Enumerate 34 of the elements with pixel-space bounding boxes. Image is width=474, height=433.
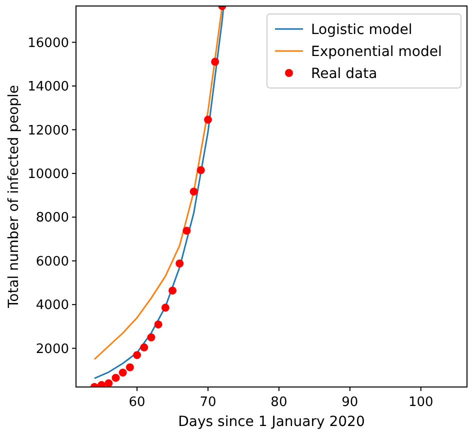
y-tick-label: 12000 bbox=[28, 123, 69, 138]
point bbox=[112, 374, 120, 382]
y-tick-label: 2000 bbox=[36, 342, 69, 357]
point bbox=[196, 166, 205, 174]
point bbox=[182, 226, 191, 235]
point bbox=[104, 379, 113, 387]
point bbox=[176, 259, 184, 268]
x-tick-label: 80 bbox=[270, 395, 288, 410]
y-tick-label: 14000 bbox=[28, 80, 69, 95]
x-axis-title: Days since 1 January 2020 bbox=[178, 414, 365, 430]
y-axis-title: Total number of infected people bbox=[6, 84, 22, 310]
point bbox=[126, 363, 134, 372]
x-tick-label: 60 bbox=[128, 395, 146, 410]
point bbox=[204, 116, 212, 124]
point bbox=[154, 320, 162, 328]
y-tick-label: 10000 bbox=[28, 166, 69, 182]
x-tick-label: 70 bbox=[200, 395, 216, 410]
y-tick-label: 6000 bbox=[36, 254, 69, 270]
legend-label: Real data bbox=[311, 66, 378, 82]
y-tick-label: 4000 bbox=[36, 298, 69, 314]
legend-label: Exponential model bbox=[311, 44, 442, 60]
x-tick-label: 90 bbox=[342, 395, 358, 410]
point bbox=[168, 286, 177, 295]
y-tick-label: 8000 bbox=[36, 210, 69, 226]
y-tick-label: 16000 bbox=[28, 36, 69, 51]
x-tick-label: 100 bbox=[408, 395, 434, 410]
point bbox=[190, 188, 198, 196]
legend-label: Logistic model bbox=[311, 22, 412, 38]
point bbox=[211, 58, 220, 66]
point bbox=[140, 343, 148, 352]
point bbox=[161, 304, 170, 312]
point bbox=[133, 351, 142, 360]
point bbox=[147, 333, 156, 342]
point bbox=[118, 368, 127, 377]
